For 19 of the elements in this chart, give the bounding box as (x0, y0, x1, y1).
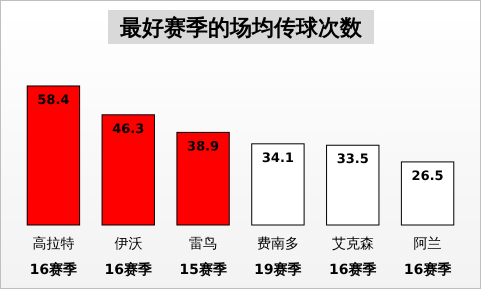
x-tick-label: 阿兰 16赛季 (404, 236, 452, 278)
bar (326, 144, 380, 226)
x-tick-label: 伊沃 16赛季 (104, 236, 152, 278)
chart-title: 最好赛季的场均传球次数 (119, 15, 363, 41)
data-label: 46.3 (112, 122, 144, 137)
x-tick-label: 艾克森 16赛季 (329, 236, 376, 278)
bar (400, 161, 454, 226)
x-tick-label: 高拉特 16赛季 (30, 236, 78, 278)
data-label: 34.1 (262, 150, 294, 166)
x-tick-label: 雷鸟 15赛季 (179, 236, 227, 278)
data-label: 38.9 (187, 139, 220, 154)
bar (26, 85, 80, 226)
data-label: 33.5 (336, 152, 369, 168)
data-label: 58.4 (37, 92, 70, 108)
bar (102, 114, 155, 226)
bar (176, 132, 230, 226)
x-tick-label: 费南多 19赛季 (254, 236, 302, 278)
data-label: 26.5 (412, 168, 444, 184)
bar (251, 143, 305, 226)
